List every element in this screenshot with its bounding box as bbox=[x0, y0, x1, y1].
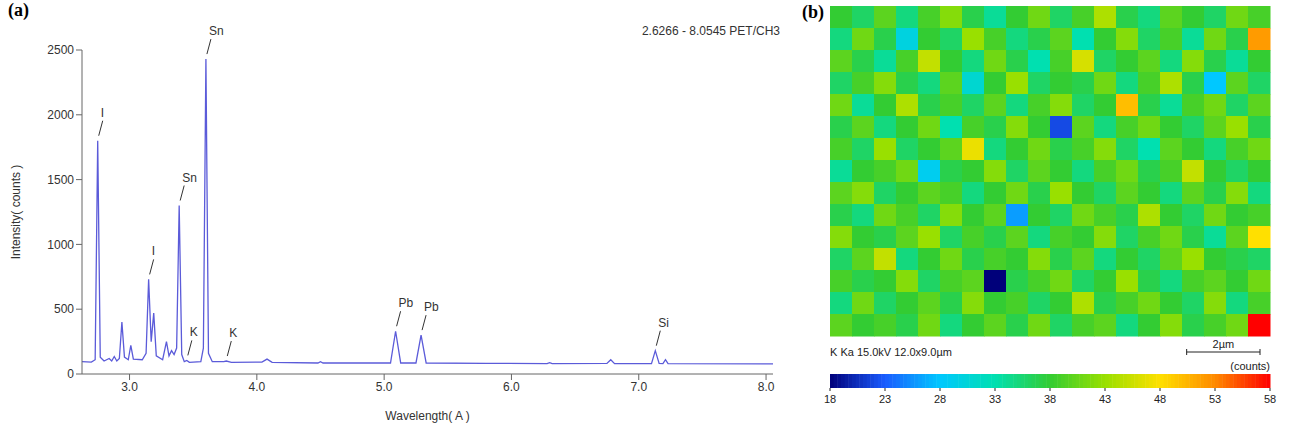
svg-text:4.0: 4.0 bbox=[248, 380, 265, 394]
svg-text:Sn: Sn bbox=[209, 24, 224, 38]
svg-text:500: 500 bbox=[54, 302, 74, 316]
svg-text:1000: 1000 bbox=[47, 238, 74, 252]
svg-text:23: 23 bbox=[879, 393, 891, 405]
html-text:(a): (a) bbox=[8, 0, 29, 20]
svg-text:18: 18 bbox=[824, 393, 836, 405]
svg-text:Si: Si bbox=[658, 316, 669, 330]
svg-text:58: 58 bbox=[1264, 393, 1276, 405]
svg-text:Pb: Pb bbox=[399, 296, 414, 310]
svg-text:K: K bbox=[190, 325, 198, 339]
svg-text:1500: 1500 bbox=[47, 173, 74, 187]
svg-text:Pb: Pb bbox=[424, 300, 439, 314]
svg-text:3.0: 3.0 bbox=[121, 380, 138, 394]
svg-text:33: 33 bbox=[989, 393, 1001, 405]
svg-text:53: 53 bbox=[1209, 393, 1221, 405]
svg-text:38: 38 bbox=[1044, 393, 1056, 405]
svg-text:K Ka 15.0kV 12.0x9.0µm: K Ka 15.0kV 12.0x9.0µm bbox=[830, 346, 952, 358]
svg-text:2µm: 2µm bbox=[1213, 338, 1235, 350]
svg-text:I: I bbox=[101, 106, 104, 120]
svg-text:2000: 2000 bbox=[47, 108, 74, 122]
svg-text:Wavelength( A ): Wavelength( A ) bbox=[385, 409, 469, 423]
svg-text:Sn: Sn bbox=[182, 171, 197, 185]
svg-text:(counts): (counts) bbox=[1230, 360, 1270, 372]
svg-text:I: I bbox=[152, 244, 155, 258]
svg-text:6.0: 6.0 bbox=[503, 380, 520, 394]
svg-text:2500: 2500 bbox=[47, 43, 74, 57]
svg-text:Intensity( counts ): Intensity( counts ) bbox=[9, 165, 23, 260]
svg-text:48: 48 bbox=[1154, 393, 1166, 405]
svg-text:0: 0 bbox=[67, 367, 74, 381]
svg-text:43: 43 bbox=[1099, 393, 1111, 405]
svg-text:8.0: 8.0 bbox=[758, 380, 775, 394]
svg-text:7.0: 7.0 bbox=[630, 380, 647, 394]
html-text:2.6266 - 8.0545 PET/CH3: 2.6266 - 8.0545 PET/CH3 bbox=[641, 24, 780, 38]
svg-text:K: K bbox=[229, 326, 237, 340]
svg-text:(b): (b) bbox=[802, 2, 824, 23]
svg-text:28: 28 bbox=[934, 393, 946, 405]
svg-text:5.0: 5.0 bbox=[376, 380, 393, 394]
